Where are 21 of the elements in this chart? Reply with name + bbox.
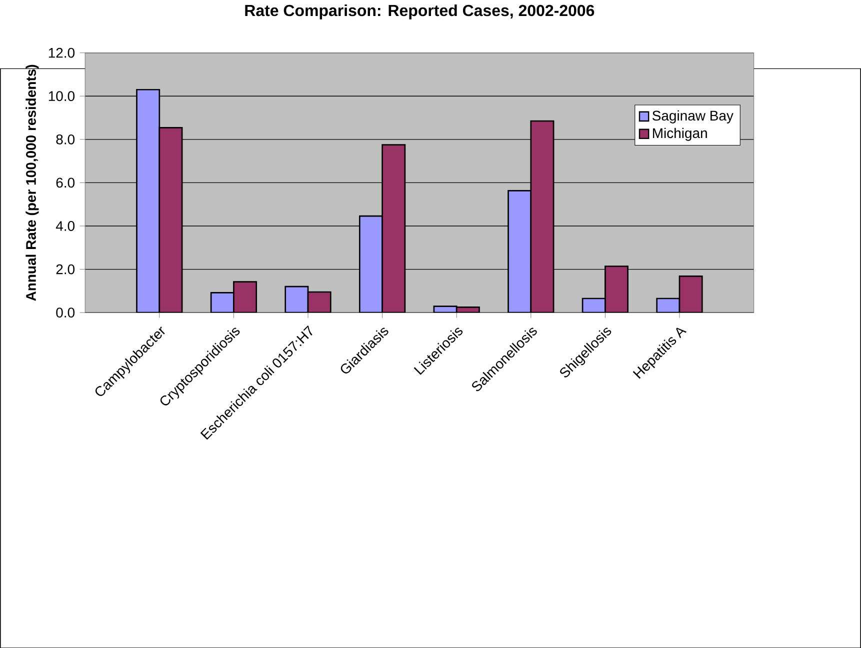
bar (605, 266, 628, 312)
y-tick-label: 12.0 (48, 48, 75, 58)
bar (308, 292, 331, 312)
legend-label: Saginaw Bay (652, 110, 734, 124)
bar (360, 216, 382, 312)
bar (285, 286, 308, 312)
bar (136, 89, 160, 312)
y-axis-title: Annual Rate (per 100,000 residents) (26, 64, 39, 301)
legend-label: Michigan (653, 128, 707, 141)
bar (159, 127, 182, 312)
bar (678, 275, 703, 312)
y-tick-label: 2.0 (56, 264, 75, 274)
bar (530, 120, 554, 312)
bar (382, 144, 405, 312)
y-tick-label: 6.0 (56, 178, 75, 188)
y-tick-label: 8.0 (56, 134, 75, 144)
y-tick-label: 4.0 (56, 220, 75, 231)
chart-title: Rate Comparison: Reported Cases, 2002-2006 (245, 4, 594, 20)
y-tick-label: 10.0 (48, 90, 75, 101)
y-tick-label: 0.0 (56, 307, 75, 318)
bar (508, 190, 531, 312)
